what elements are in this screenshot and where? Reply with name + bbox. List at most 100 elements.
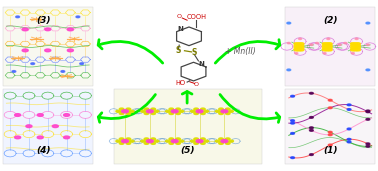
- Circle shape: [350, 47, 355, 49]
- Text: (5): (5): [180, 146, 194, 155]
- Circle shape: [119, 138, 124, 140]
- Circle shape: [297, 43, 301, 45]
- Circle shape: [294, 43, 299, 45]
- Circle shape: [219, 142, 223, 144]
- Circle shape: [130, 110, 134, 112]
- Circle shape: [295, 53, 298, 54]
- Circle shape: [310, 130, 313, 131]
- Circle shape: [141, 140, 145, 142]
- Circle shape: [366, 119, 370, 120]
- Circle shape: [310, 127, 313, 129]
- Circle shape: [350, 45, 355, 47]
- Circle shape: [119, 113, 124, 115]
- Circle shape: [353, 45, 358, 47]
- Circle shape: [350, 49, 355, 51]
- Circle shape: [310, 44, 313, 45]
- Circle shape: [16, 16, 20, 18]
- Circle shape: [64, 136, 70, 139]
- Circle shape: [347, 141, 351, 143]
- Circle shape: [226, 113, 230, 115]
- Text: O: O: [177, 14, 182, 19]
- FancyBboxPatch shape: [114, 89, 262, 163]
- Circle shape: [299, 45, 304, 47]
- Circle shape: [316, 42, 319, 44]
- Circle shape: [176, 142, 180, 144]
- Text: (2): (2): [323, 16, 338, 25]
- Circle shape: [328, 131, 332, 133]
- Circle shape: [328, 49, 332, 51]
- Circle shape: [45, 49, 51, 52]
- Circle shape: [291, 133, 294, 134]
- Circle shape: [229, 140, 234, 142]
- Circle shape: [26, 125, 32, 128]
- Circle shape: [366, 111, 370, 113]
- Circle shape: [12, 71, 16, 72]
- Circle shape: [171, 140, 178, 143]
- Circle shape: [194, 138, 198, 140]
- Circle shape: [299, 49, 304, 51]
- Circle shape: [201, 142, 205, 144]
- Circle shape: [299, 43, 304, 45]
- Circle shape: [291, 122, 294, 124]
- Circle shape: [45, 28, 51, 31]
- Circle shape: [366, 22, 370, 24]
- Circle shape: [67, 49, 73, 52]
- FancyBboxPatch shape: [3, 8, 93, 86]
- Circle shape: [169, 138, 174, 140]
- Circle shape: [226, 138, 230, 140]
- Circle shape: [366, 110, 370, 112]
- Circle shape: [355, 38, 358, 40]
- Circle shape: [287, 69, 291, 71]
- Text: N: N: [198, 61, 204, 67]
- Circle shape: [325, 47, 330, 49]
- Circle shape: [221, 110, 228, 113]
- Circle shape: [166, 110, 170, 112]
- Circle shape: [204, 140, 209, 142]
- Circle shape: [344, 42, 347, 44]
- Circle shape: [325, 45, 330, 47]
- Circle shape: [226, 108, 230, 110]
- Text: HO: HO: [176, 81, 186, 87]
- Circle shape: [287, 22, 291, 24]
- Circle shape: [356, 43, 360, 45]
- Text: N: N: [178, 26, 184, 32]
- Circle shape: [119, 142, 124, 144]
- Circle shape: [328, 107, 332, 109]
- Circle shape: [144, 113, 149, 115]
- Circle shape: [291, 120, 294, 121]
- Circle shape: [297, 47, 301, 49]
- Circle shape: [126, 138, 131, 140]
- Circle shape: [201, 138, 205, 140]
- Circle shape: [151, 113, 155, 115]
- Circle shape: [194, 113, 198, 115]
- Circle shape: [169, 142, 174, 144]
- Circle shape: [196, 140, 203, 143]
- Circle shape: [328, 99, 332, 101]
- Text: S: S: [176, 46, 181, 55]
- Circle shape: [215, 110, 220, 112]
- Circle shape: [351, 53, 354, 54]
- Circle shape: [146, 110, 153, 113]
- Circle shape: [15, 114, 21, 116]
- Circle shape: [366, 143, 370, 145]
- Circle shape: [169, 108, 174, 110]
- Circle shape: [347, 104, 351, 106]
- Circle shape: [204, 110, 209, 112]
- Circle shape: [196, 110, 203, 113]
- Circle shape: [310, 154, 313, 155]
- Circle shape: [22, 49, 28, 52]
- Circle shape: [328, 134, 332, 136]
- Circle shape: [80, 63, 84, 64]
- Circle shape: [219, 113, 223, 115]
- Circle shape: [353, 49, 358, 51]
- Circle shape: [347, 109, 351, 110]
- Circle shape: [116, 140, 121, 142]
- Circle shape: [347, 128, 351, 130]
- Circle shape: [325, 49, 330, 51]
- Circle shape: [299, 38, 302, 40]
- Circle shape: [15, 136, 21, 139]
- Circle shape: [322, 45, 327, 47]
- Circle shape: [122, 110, 129, 113]
- Circle shape: [294, 47, 299, 49]
- Circle shape: [126, 113, 131, 115]
